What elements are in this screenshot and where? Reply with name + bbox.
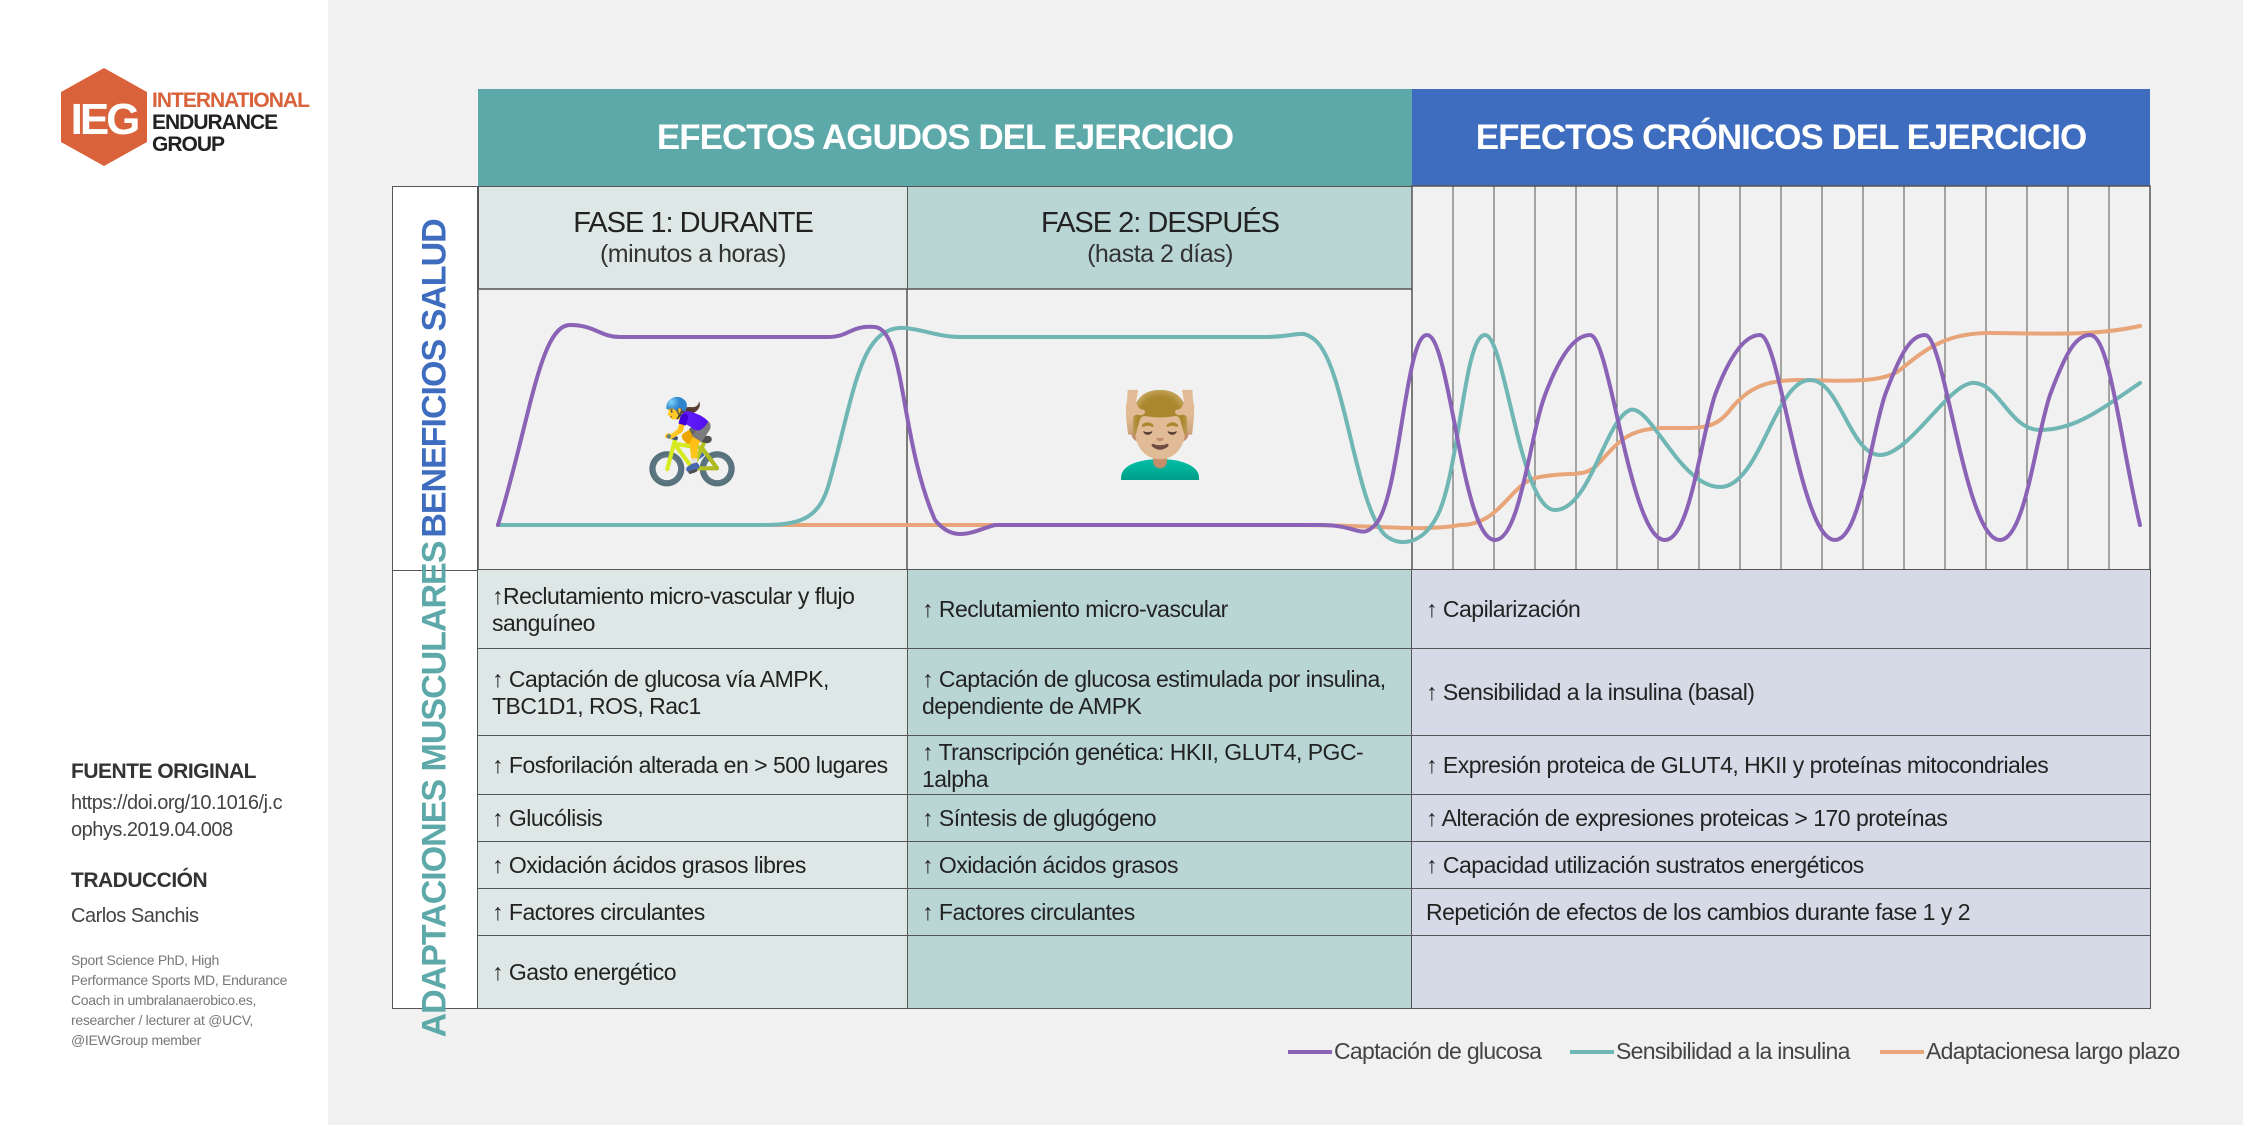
chronic-effects-header: EFECTOS CRÓNICOS DEL EJERCICIO xyxy=(1412,89,2150,186)
logo-line-3: GROUP xyxy=(152,133,225,156)
translation-title: TRADUCCIÓN xyxy=(71,869,208,892)
logo-line-2: ENDURANCE xyxy=(152,111,278,134)
insulin-sensitivity-curve xyxy=(496,325,2142,544)
table-row: ↑ Glucólisis ↑ Síntesis de glugógeno ↑ A… xyxy=(477,794,2151,843)
chronic-grid xyxy=(1452,186,2110,571)
legend-label-glucose: Captación de glucosa xyxy=(1334,1038,1542,1064)
ieg-logo-icon: IEG xyxy=(61,68,147,166)
legend-swatch-insulin xyxy=(1570,1049,1614,1054)
table-row: ↑Reclutamiento micro-vascular y flujo sa… xyxy=(477,569,2151,650)
table-cell-acute-during: ↑ Factores circulantes xyxy=(477,888,908,937)
table-cell-acute-after xyxy=(907,935,1412,1009)
glucose-uptake-curve xyxy=(496,323,2142,542)
phase-1-title: FASE 1: DURANTE xyxy=(573,207,814,239)
translator-bio: Sport Science PhD, High Performance Spor… xyxy=(71,952,288,1048)
table-cell-acute-after: ↑ Transcripción genética: HKII, GLUT4, P… xyxy=(907,735,1412,796)
logo-text: INTERNATIONAL ENDURANCE GROUP xyxy=(152,89,310,156)
table-cell-acute-after: ↑ Reclutamiento micro-vascular xyxy=(907,569,1412,650)
table-row: ↑ Fosforilación alterada en > 500 lugare… xyxy=(477,735,2151,796)
table-row: ↑ Captación de glucosa vía AMPK, TBC1D1,… xyxy=(477,648,2151,737)
table-cell-acute-during: ↑ Glucólisis xyxy=(477,794,908,843)
table-cell-acute-during: ↑ Fosforilación alterada en > 500 lugare… xyxy=(477,735,908,796)
phase-2-subtitle: (hasta 2 días) xyxy=(1087,240,1233,268)
table-cell-acute-after: ↑ Captación de glucosa estimulada por in… xyxy=(907,648,1412,737)
cyclist-icon: 🚴‍♀️ xyxy=(641,395,743,488)
logo-mark: IEG xyxy=(71,95,139,144)
table-cell-acute-during: ↑ Gasto energético xyxy=(477,935,908,1009)
source-title: FUENTE ORIGINAL xyxy=(71,760,257,783)
table-cell-chronic: ↑ Expresión proteica de GLUT4, HKII y pr… xyxy=(1411,735,2151,796)
table-cell-acute-after: ↑ Síntesis de glugógeno xyxy=(907,794,1412,843)
translator-name: Carlos Sanchis xyxy=(71,905,199,927)
muscle-adaptations-label: ADAPTACIONES MUSCULARES xyxy=(392,542,478,1037)
table-row: ↑ Oxidación ácidos grasos libres ↑ Oxida… xyxy=(477,841,2151,890)
phase-1-subtitle: (minutos a horas) xyxy=(599,240,787,268)
legend-label-insulin: Sensibilidad a la insulina xyxy=(1616,1038,1850,1064)
legend-item-insulin: Sensibilidad a la insulina xyxy=(1570,1038,1850,1065)
logo-line-1: INTERNATIONAL xyxy=(152,89,310,112)
table-cell-chronic: ↑ Sensibilidad a la insulina (basal) xyxy=(1411,648,2151,737)
phase-2-title: FASE 2: DESPUÉS xyxy=(1040,207,1280,239)
phase-2-header: FASE 2: DESPUÉS (hasta 2 días) xyxy=(907,186,1413,290)
legend-swatch-glucose xyxy=(1288,1049,1332,1054)
legend-item-glucose: Captación de glucosa xyxy=(1288,1038,1542,1065)
table-cell-chronic: Repetición de efectos de los cambios dur… xyxy=(1411,888,2151,937)
source-link[interactable]: https://doi.org/10.1016/j.cophys.2019.04… xyxy=(71,792,283,841)
table-cell-chronic xyxy=(1411,935,2151,1009)
massage-icon: 💆🏼‍♂️ xyxy=(1109,388,1211,481)
table-cell-acute-during: ↑Reclutamiento micro-vascular y flujo sa… xyxy=(477,569,908,650)
legend-swatch-long-term xyxy=(1880,1049,1924,1054)
legend-label-long-term: Adaptacionesa largo plazo xyxy=(1926,1038,2180,1064)
table-cell-acute-during: ↑ Captación de glucosa vía AMPK, TBC1D1,… xyxy=(477,648,908,737)
table-cell-acute-after: ↑ Factores circulantes xyxy=(907,888,1412,937)
table-cell-chronic: ↑ Capilarización xyxy=(1411,569,2151,650)
table-cell-chronic: ↑ Alteración de expresiones proteicas > … xyxy=(1411,794,2151,843)
table-cell-acute-during: ↑ Oxidación ácidos grasos libres xyxy=(477,841,908,890)
phase-1-header: FASE 1: DURANTE (minutos a horas) xyxy=(478,186,908,290)
table-cell-acute-after: ↑ Oxidación ácidos grasos xyxy=(907,841,1412,890)
legend-item-long-term: Adaptacionesa largo plazo xyxy=(1880,1038,2180,1065)
table-cell-chronic: ↑ Capacidad utilización sustratos energé… xyxy=(1411,841,2151,890)
sidebar: IEG INTERNATIONAL ENDURANCE GROUP FUENTE… xyxy=(0,0,328,1125)
table-row: ↑ Factores circulantes ↑ Factores circul… xyxy=(477,888,2151,937)
acute-effects-header: EFECTOS AGUDOS DEL EJERCICIO xyxy=(478,89,1412,186)
table-row: ↑ Gasto energético xyxy=(477,935,2151,1009)
